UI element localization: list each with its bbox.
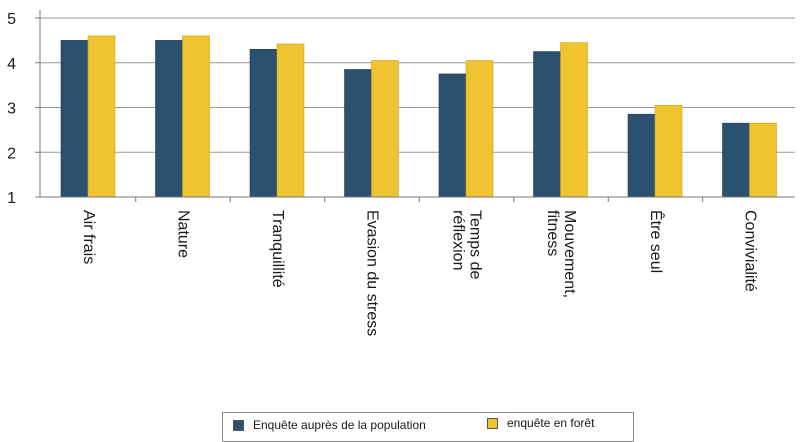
x-category-label: Tranquillité — [269, 210, 286, 288]
bar-series-2 — [465, 60, 494, 198]
x-category-label: fitness — [544, 210, 561, 256]
legend: Enquête auprès de la population enquête … — [222, 412, 634, 442]
y-tick-label: 4 — [7, 56, 16, 73]
axes — [35, 10, 795, 202]
bar-series-1 — [533, 51, 561, 198]
legend-label-series-2: enquête en forêt — [507, 416, 595, 430]
bar-series-1 — [627, 113, 656, 198]
x-category-label: Nature — [174, 210, 191, 258]
y-tick-label: 2 — [7, 145, 16, 162]
bar-series-2 — [182, 35, 210, 198]
y-tick-label: 1 — [7, 190, 16, 207]
bars — [60, 35, 777, 198]
bar-series-1 — [249, 49, 278, 198]
x-category-label: Convivialité — [741, 210, 758, 292]
bar-series-2 — [371, 60, 399, 198]
bar-series-2 — [654, 104, 683, 198]
x-category-label: Temps de — [466, 210, 483, 279]
bar-series-1 — [60, 40, 89, 198]
y-tick-label: 5 — [7, 11, 16, 28]
legend-item-series-1: Enquête auprès de la population — [233, 418, 426, 432]
bar-series-2 — [560, 42, 588, 198]
bar-chart: 1 2 3 4 5 Air frais Nature Tranquillité Evasion … — [7, 10, 795, 336]
y-tick-label: 3 — [7, 101, 16, 118]
bar-series-1 — [155, 40, 183, 198]
legend-item-series-2: enquête en forêt — [487, 416, 594, 430]
bar-series-1 — [344, 69, 372, 198]
legend-label-series-1: Enquête auprès de la population — [253, 418, 426, 432]
x-category-label: Mouvement, — [561, 210, 578, 298]
labels: 1 2 3 4 5 Air frais Nature Tranquillité Evasion … — [7, 11, 758, 336]
bar-series-2 — [87, 35, 116, 198]
legend-swatch-series-2 — [487, 417, 498, 429]
x-category-label: Air frais — [80, 210, 97, 264]
bar-series-1 — [722, 122, 750, 198]
bar-series-2 — [749, 122, 777, 198]
legend-swatch-series-1 — [233, 419, 244, 431]
x-category-label: réflexion — [449, 210, 466, 270]
x-category-label: Être seul — [647, 210, 666, 273]
x-category-label: Evasion du stress — [363, 210, 380, 336]
bar-series-1 — [438, 73, 467, 198]
bar-series-2 — [276, 43, 305, 198]
